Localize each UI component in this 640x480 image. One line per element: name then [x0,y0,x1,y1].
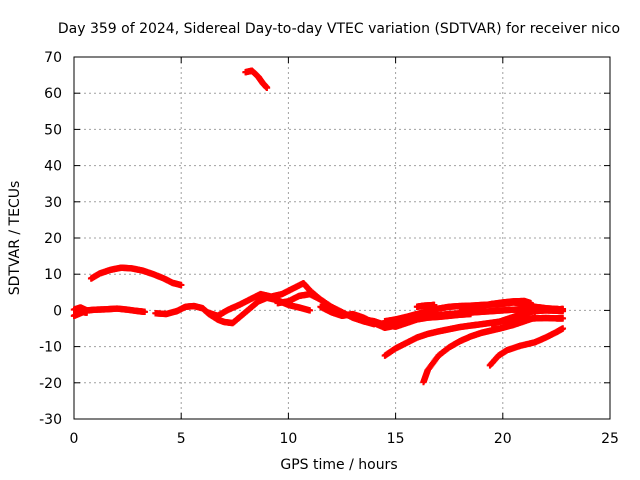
x-tick-label: 25 [601,431,619,447]
y-tick-label: -10 [39,340,62,356]
series-arc-c [87,264,185,289]
data-point [306,307,314,314]
x-tick-label: 20 [494,431,512,447]
data-point [141,308,148,316]
x-tick-label: 5 [177,431,186,447]
y-tick-label: 20 [44,231,62,247]
y-axis: -30 -20 -10 0 10 20 30 40 50 60 70 [39,50,610,428]
series-arc-a [70,304,148,316]
series-arc-b [70,309,91,320]
x-tick-label: 10 [279,431,297,447]
series-arc-m [420,314,539,386]
data-point [559,315,567,322]
data-point [559,325,567,332]
x-tick-label: 0 [70,431,79,447]
y-axis-label: SDTVAR / TECUs [7,181,23,296]
y-tick-label: 0 [53,303,62,319]
y-tick-label: -20 [39,376,62,392]
data-point [531,314,539,321]
data-point [83,309,91,316]
series-arc-j [456,297,534,312]
data-point [559,305,567,313]
x-tick-label: 15 [387,431,405,447]
y-tick-label: 50 [44,122,62,138]
y-tick-label: 40 [44,159,62,175]
grid-lines [74,57,610,419]
data-point [527,299,534,307]
series-arc-n [486,325,567,369]
series-arc-i [413,301,438,310]
x-axis: 0 5 10 15 20 25 [70,57,619,447]
y-tick-label: 30 [44,195,62,211]
data-point [430,301,438,309]
x-axis-label: GPS time / hours [280,457,397,473]
y-tick-label: 70 [44,50,62,66]
chart-title: Day 359 of 2024, Sidereal Day-to-day VTE… [58,21,620,37]
y-tick-label: -30 [39,412,62,428]
y-tick-label: 10 [44,267,62,283]
series-arc-o [488,305,567,328]
series-arc-k [242,67,271,91]
data-point [263,84,271,91]
data-series [70,67,567,386]
y-tick-label: 60 [44,86,62,102]
data-point [178,281,185,289]
